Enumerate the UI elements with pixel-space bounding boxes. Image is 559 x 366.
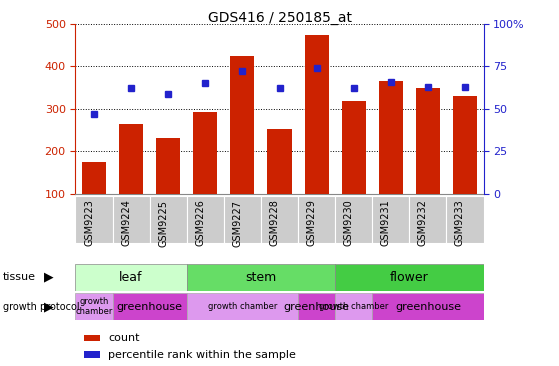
Bar xyxy=(150,196,187,243)
Bar xyxy=(75,293,112,320)
Bar xyxy=(84,335,100,341)
Text: growth protocol: growth protocol xyxy=(3,302,79,311)
Bar xyxy=(447,196,484,243)
Text: count: count xyxy=(108,333,140,343)
Text: GSM9232: GSM9232 xyxy=(418,199,428,246)
Bar xyxy=(372,293,484,320)
Text: growth chamber: growth chamber xyxy=(208,302,277,311)
Text: GDS416 / 250185_at: GDS416 / 250185_at xyxy=(207,11,352,25)
Bar xyxy=(267,129,292,194)
Text: GSM9229: GSM9229 xyxy=(306,199,316,246)
Bar xyxy=(224,196,261,243)
Bar xyxy=(298,293,335,320)
Text: GSM9231: GSM9231 xyxy=(381,199,391,246)
Bar xyxy=(298,196,335,243)
Bar xyxy=(230,56,254,194)
Bar xyxy=(156,138,180,194)
Text: leaf: leaf xyxy=(120,271,143,284)
Bar xyxy=(416,89,440,194)
Text: stem: stem xyxy=(245,271,277,284)
Bar xyxy=(453,96,477,194)
Text: greenhouse: greenhouse xyxy=(283,302,349,311)
Bar xyxy=(193,112,217,194)
Bar xyxy=(335,293,372,320)
Bar xyxy=(335,264,484,291)
Text: GSM9227: GSM9227 xyxy=(233,199,243,247)
Bar xyxy=(112,293,187,320)
Bar xyxy=(84,351,100,358)
Text: flower: flower xyxy=(390,271,429,284)
Text: GSM9228: GSM9228 xyxy=(269,199,280,246)
Bar xyxy=(342,101,366,194)
Bar xyxy=(119,124,143,194)
Bar xyxy=(305,35,329,194)
Text: ▶: ▶ xyxy=(44,300,54,313)
Bar xyxy=(409,196,447,243)
Text: GSM9230: GSM9230 xyxy=(344,199,354,246)
Text: percentile rank within the sample: percentile rank within the sample xyxy=(108,350,296,360)
Bar xyxy=(379,81,403,194)
Text: GSM9225: GSM9225 xyxy=(158,199,168,247)
Text: tissue: tissue xyxy=(3,272,36,282)
Bar xyxy=(187,196,224,243)
Text: GSM9226: GSM9226 xyxy=(195,199,205,246)
Bar xyxy=(335,196,372,243)
Bar xyxy=(75,196,112,243)
Bar xyxy=(187,264,335,291)
Text: GSM9233: GSM9233 xyxy=(455,199,465,246)
Bar xyxy=(82,162,106,194)
Text: ▶: ▶ xyxy=(44,271,54,284)
Text: GSM9223: GSM9223 xyxy=(84,199,94,246)
Text: growth chamber: growth chamber xyxy=(319,302,389,311)
Bar xyxy=(187,293,298,320)
Text: greenhouse: greenhouse xyxy=(117,302,183,311)
Bar xyxy=(261,196,298,243)
Bar xyxy=(372,196,409,243)
Text: greenhouse: greenhouse xyxy=(395,302,461,311)
Bar xyxy=(112,196,150,243)
Text: GSM9224: GSM9224 xyxy=(121,199,131,246)
Bar xyxy=(75,264,187,291)
Text: growth
chamber: growth chamber xyxy=(75,297,113,316)
